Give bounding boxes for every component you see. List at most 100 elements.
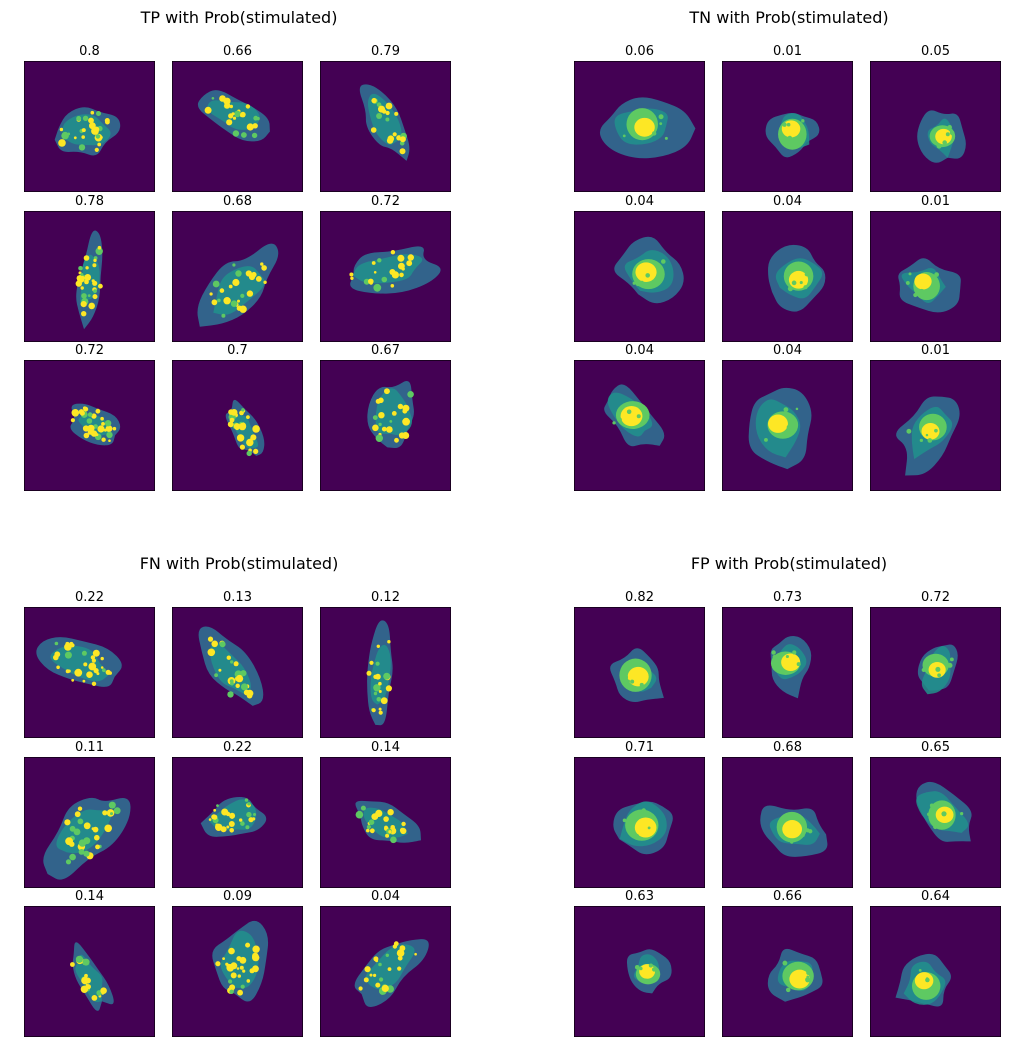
cell-punctum [87, 424, 95, 432]
cell-punctum [212, 814, 218, 820]
cell-punctum [78, 144, 86, 151]
cell-punctum [252, 425, 260, 433]
cell-punctum [394, 111, 399, 116]
cell-punctum [248, 817, 254, 823]
cell-punctum [71, 409, 80, 417]
cell-punctum [83, 837, 91, 845]
cell-punctum [100, 666, 104, 669]
cell-punctum [219, 641, 226, 648]
cell-punctum [387, 809, 394, 816]
cell-punctum [390, 836, 397, 844]
cell-punctum [230, 409, 238, 416]
cell-punctum [108, 801, 116, 809]
cell-punctum [246, 811, 252, 818]
cell-image [574, 61, 705, 192]
cell-punctum [243, 689, 250, 696]
panel-1: TP with Prob(stimulated) 0.8 0.66 0.79 0.78 0… [24, 8, 454, 498]
cell-punctum [78, 266, 83, 271]
cell-speck [636, 414, 641, 419]
cell-punctum [240, 293, 245, 298]
cell-speck [936, 143, 942, 149]
cell-speck [639, 966, 643, 971]
cell-punctum [378, 707, 382, 711]
probability-label: 0.22 [223, 740, 252, 755]
cell-punctum [363, 977, 369, 983]
panel-title: FN with Prob(stimulated) [139, 554, 339, 573]
cell-tile: 0.04 [722, 194, 853, 342]
cell-punctum [104, 420, 112, 427]
cell-punctum [74, 668, 83, 677]
cell-speck [925, 433, 929, 437]
cell-punctum [54, 651, 61, 658]
cell-punctum [384, 388, 390, 395]
cell-tile: 0.65 [870, 740, 1001, 888]
cell-punctum [64, 651, 72, 659]
cell-image [722, 61, 853, 192]
cell-punctum [91, 681, 97, 686]
cell-punctum [383, 672, 391, 680]
probability-label: 0.73 [773, 590, 802, 605]
cell-speck [632, 281, 636, 285]
cell-punctum [61, 131, 69, 140]
cell-speck [622, 818, 627, 823]
cell-punctum [355, 810, 364, 819]
cell-punctum [82, 679, 86, 683]
cell-punctum [220, 826, 227, 833]
cell-punctum [82, 958, 90, 966]
cell-punctum [253, 813, 256, 816]
cell-speck [651, 131, 657, 136]
cell-speck [647, 826, 651, 830]
cell-tile: 0.82 [574, 590, 705, 738]
cell-speck [796, 140, 801, 145]
cell-punctum [378, 412, 385, 419]
cell-punctum [228, 947, 235, 955]
cell-punctum [94, 834, 100, 841]
cell-speck [651, 967, 657, 972]
cell-punctum [373, 956, 379, 962]
cell-tile: 0.12 [320, 590, 451, 738]
cell-punctum [244, 798, 249, 802]
cell-tile: 0.14 [320, 740, 451, 888]
cell-punctum [65, 837, 73, 846]
cell-punctum [364, 966, 371, 973]
cell-image [870, 757, 1001, 888]
cell-punctum [371, 97, 377, 104]
cell-punctum [385, 833, 390, 838]
cell-punctum [92, 294, 98, 300]
cell-image [172, 360, 303, 491]
probability-label: 0.11 [75, 740, 104, 755]
cell-punctum [256, 116, 260, 121]
cell-punctum [93, 258, 97, 263]
cell-punctum [263, 280, 267, 284]
cell-punctum [239, 305, 247, 313]
cell-punctum [236, 956, 242, 962]
cell-punctum [110, 812, 113, 816]
cell-punctum [80, 273, 84, 276]
cell-punctum [207, 636, 214, 642]
cell-punctum [212, 280, 220, 288]
cell-tile: 0.66 [172, 44, 303, 192]
cell-image [24, 607, 155, 738]
cell-punctum [253, 448, 259, 454]
cell-punctum [245, 270, 252, 277]
cell-tile: 0.01 [722, 44, 853, 192]
cell-punctum [92, 263, 97, 268]
cell-punctum [389, 269, 396, 275]
cell-punctum [373, 684, 381, 692]
cell-punctum [81, 128, 86, 133]
cell-punctum [88, 302, 95, 310]
cell-speck [644, 412, 649, 416]
cell-punctum [102, 668, 106, 673]
cell-speck [648, 963, 653, 968]
cell-punctum [230, 972, 237, 979]
cell-punctum [397, 403, 404, 410]
probability-label: 0.01 [921, 194, 950, 209]
cell-image [722, 607, 853, 738]
cell-punctum [239, 965, 244, 970]
cell-punctum [390, 284, 395, 288]
cell-punctum [239, 444, 245, 450]
cell-punctum [387, 967, 392, 971]
probability-label: 0.82 [625, 590, 654, 605]
cell-punctum [81, 293, 87, 299]
cell-punctum [101, 422, 105, 426]
